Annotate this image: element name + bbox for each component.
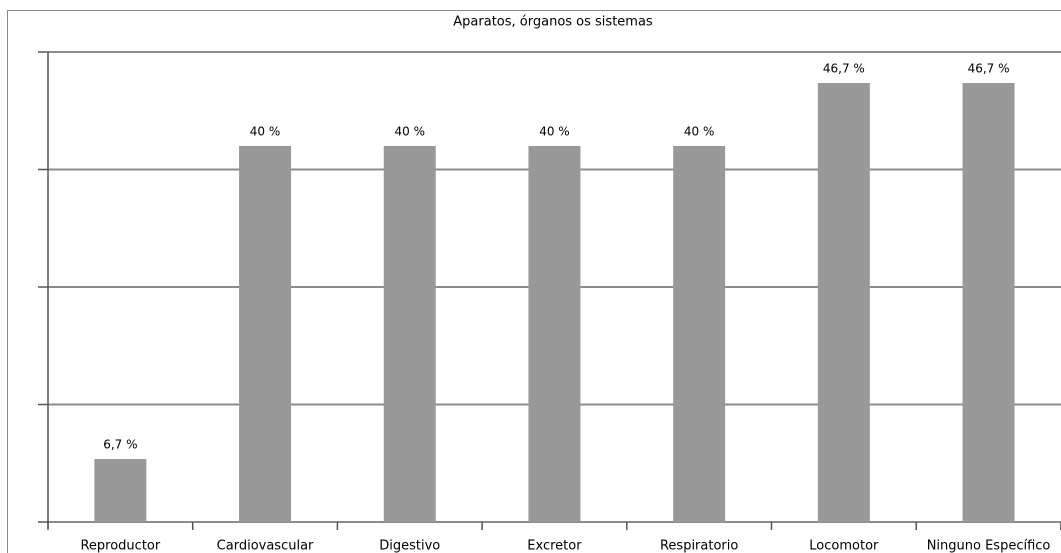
x-tick-label: Reproductor bbox=[80, 539, 160, 553]
data-label: 46,7 % bbox=[823, 62, 865, 76]
bar bbox=[383, 146, 436, 522]
x-tick-label: Ninguno Específico bbox=[927, 539, 1051, 553]
x-tick-label: Cardiovascular bbox=[217, 539, 314, 553]
x-tick-label: Respiratorio bbox=[660, 539, 738, 553]
data-label: 40 % bbox=[539, 125, 570, 139]
bar bbox=[817, 83, 870, 523]
bar bbox=[94, 459, 147, 522]
data-label: 40 % bbox=[395, 125, 426, 139]
data-label: 6,7 % bbox=[103, 438, 137, 452]
x-tick-label: Digestivo bbox=[379, 539, 440, 553]
bar bbox=[239, 146, 292, 522]
x-tick-label: Excretor bbox=[527, 539, 582, 553]
bar bbox=[528, 146, 581, 522]
x-tick-label: Locomotor bbox=[809, 539, 879, 553]
data-label: 46,7 % bbox=[968, 62, 1010, 76]
bar bbox=[962, 83, 1015, 523]
data-label: 40 % bbox=[684, 125, 715, 139]
data-label: 40 % bbox=[250, 125, 281, 139]
chart-title: Aparatos, órganos os sistemas bbox=[453, 15, 653, 30]
bar bbox=[673, 146, 726, 522]
